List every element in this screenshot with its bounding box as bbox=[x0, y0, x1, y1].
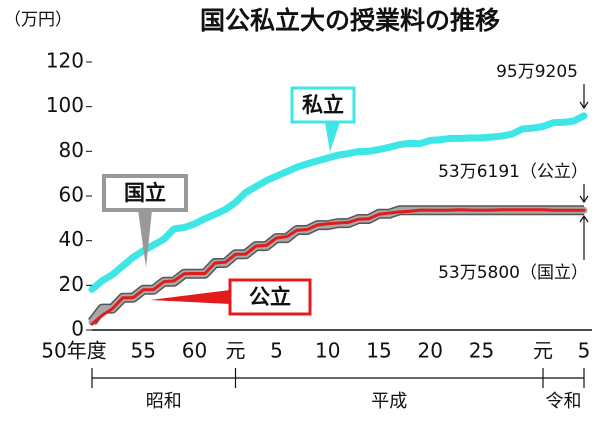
x-tick-label: 20 bbox=[418, 339, 443, 363]
private-pointer bbox=[325, 122, 340, 152]
x-tick-label: 5 bbox=[270, 339, 283, 363]
era-label: 平成 bbox=[371, 391, 407, 412]
y-unit: （万円） bbox=[4, 10, 72, 30]
annotation: 53万6191（公立） bbox=[438, 162, 588, 182]
chart-title: 国公私立大の授業料の推移 bbox=[200, 6, 500, 35]
y-tick-label: 80 bbox=[59, 138, 84, 162]
public-pointer bbox=[150, 290, 230, 304]
x-tick-label: 25 bbox=[469, 339, 494, 363]
annotation: 95万9205 bbox=[496, 62, 578, 82]
series-tag: 国立 bbox=[124, 181, 166, 205]
era-label: 昭和 bbox=[146, 391, 182, 412]
x-tick-label: 55 bbox=[131, 339, 156, 363]
arrow bbox=[579, 214, 589, 260]
era-label: 令和 bbox=[546, 391, 582, 412]
annotation: 53万5800（国立） bbox=[438, 263, 588, 283]
series-line bbox=[90, 208, 586, 326]
y-tick-label: 120 bbox=[46, 49, 84, 73]
y-tick-label: 40 bbox=[59, 227, 84, 251]
y-tick-label: 60 bbox=[59, 183, 84, 207]
y-tick-label: 20 bbox=[59, 272, 84, 296]
series-tag: 私立 bbox=[302, 93, 344, 117]
x-tick-label: 元 bbox=[533, 339, 553, 363]
x-tick-label: 10 bbox=[315, 339, 340, 363]
y-tick-label: 100 bbox=[46, 93, 84, 117]
x-tick-label: 50年度 bbox=[41, 339, 106, 363]
public-tag-box bbox=[228, 278, 312, 316]
arrow bbox=[579, 84, 589, 110]
x-tick-label: 60 bbox=[182, 339, 207, 363]
x-tick-label: 元 bbox=[226, 339, 246, 363]
series-tag: 公立 bbox=[249, 285, 291, 309]
series-line bbox=[88, 112, 588, 293]
national-pointer bbox=[138, 210, 152, 268]
private-tag-box bbox=[290, 86, 356, 124]
arrow bbox=[579, 184, 589, 204]
x-tick-label: 15 bbox=[366, 339, 391, 363]
x-tick-label: 5 bbox=[578, 339, 591, 363]
y-tick-label: 0 bbox=[71, 317, 84, 341]
